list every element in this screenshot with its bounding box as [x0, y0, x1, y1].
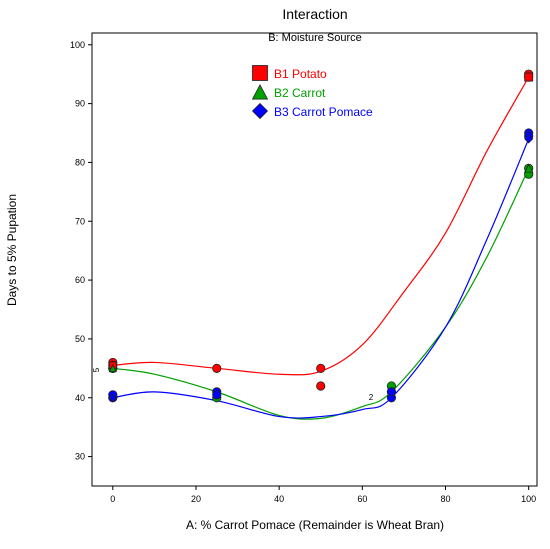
legend-label-1: B1 Potato [274, 67, 327, 81]
series-start-marker-2 [108, 364, 117, 373]
x-tick-label: 60 [357, 494, 367, 504]
y-tick-label: 90 [75, 99, 85, 109]
legend-label-3: B3 Carrot Pomace [274, 105, 373, 119]
y-tick-label: 40 [75, 393, 85, 403]
plot-frame [91, 32, 538, 487]
y-tick-label: 30 [75, 452, 85, 462]
chart-subtitle: B: Moisture Source [268, 32, 362, 44]
y-tick-label: 50 [75, 334, 85, 344]
series-end-marker-2 [524, 163, 534, 173]
legend-marker-2 [251, 84, 269, 100]
y-axis-label: Days to 5% Pupation [5, 194, 19, 306]
plot-area: 30 40 50 60 70 80 90 100 0 20 40 60 80 100 [70, 32, 538, 504]
legend-label-2: B2 Carrot [274, 86, 326, 100]
y-tick-label: 70 [75, 216, 85, 226]
legend: B1 Potato B2 Carrot B3 Carrot Pomace [251, 65, 373, 120]
data-point-series-1 [212, 363, 222, 373]
data-point-series-1 [316, 363, 326, 373]
series-curve-2 [112, 168, 530, 420]
data-point-series-3 [212, 390, 222, 400]
series-end-marker-1 [524, 72, 534, 82]
chart-title: Interaction [282, 6, 347, 22]
point-count-annotation: 2 [369, 393, 374, 402]
y-tick-label: 60 [75, 275, 85, 285]
legend-marker-1 [252, 65, 268, 81]
y-tick-label: 100 [70, 40, 85, 50]
legend-marker-3 [251, 102, 269, 120]
x-tick-label: 100 [521, 494, 536, 504]
x-tick-label: 20 [191, 494, 201, 504]
x-axis-label: A: % Carrot Pomace (Remainder is Wheat B… [186, 518, 444, 532]
series-curve-3 [112, 138, 530, 419]
x-tick-label: 80 [440, 494, 450, 504]
x-tick-label: 40 [274, 494, 284, 504]
y-tick-label: 80 [75, 157, 85, 167]
data-point-series-3 [386, 387, 397, 397]
series-curve-1 [112, 76, 530, 376]
series-end-marker-3 [524, 134, 534, 144]
point-count-annotation: 5 [92, 367, 101, 372]
x-tick-label: 0 [110, 494, 115, 504]
data-point-series-1 [316, 381, 326, 391]
series-start-marker-3 [108, 393, 117, 402]
